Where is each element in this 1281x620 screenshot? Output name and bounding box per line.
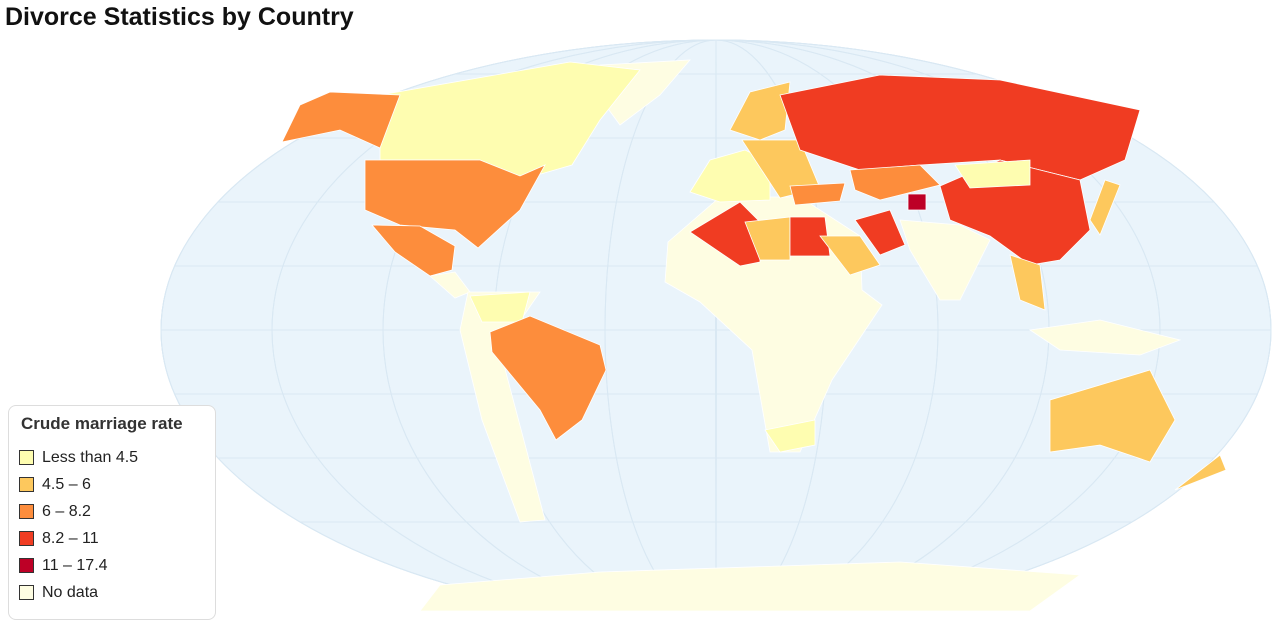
- legend-label: 6 – 8.2: [42, 502, 91, 520]
- kazakhstan: [849, 164, 941, 201]
- legend-swatch: [19, 558, 34, 573]
- south-america: [459, 291, 546, 523]
- legend-swatch: [19, 504, 34, 519]
- legend-item[interactable]: No data: [19, 579, 205, 606]
- legend-label: 4.5 – 6: [42, 475, 91, 493]
- legend-label: 8.2 – 11: [42, 529, 99, 547]
- new-zealand: [1174, 454, 1227, 491]
- legend-swatch: [19, 585, 34, 600]
- legend-item[interactable]: 6 – 8.2: [19, 498, 205, 525]
- indonesia: [1028, 319, 1182, 356]
- tajikistan: [907, 193, 927, 211]
- japan: [1089, 179, 1121, 236]
- southeast-asia: [1009, 254, 1046, 311]
- countries: [281, 59, 1227, 611]
- legend-swatch: [19, 450, 34, 465]
- australia: [1049, 369, 1176, 463]
- legend-label: Less than 4.5: [42, 448, 139, 466]
- legend-item[interactable]: 8.2 – 11: [19, 525, 205, 552]
- india: [899, 219, 991, 301]
- meridian: [715, 39, 717, 611]
- legend-swatch: [19, 531, 34, 546]
- mongolia: [954, 159, 1031, 189]
- legend-item[interactable]: Less than 4.5: [19, 444, 205, 471]
- turkey: [789, 182, 846, 206]
- legend-item[interactable]: 4.5 – 6: [19, 471, 205, 498]
- legend-swatch: [19, 477, 34, 492]
- legend-label: No data: [42, 583, 99, 601]
- libya: [744, 216, 791, 261]
- legend-title: Crude marriage rate: [21, 414, 183, 433]
- title: Divorce Statistics by Country: [5, 3, 354, 31]
- mexico: [371, 224, 456, 277]
- iran: [854, 209, 906, 256]
- alaska: [281, 91, 401, 149]
- antarctica: [419, 561, 1082, 611]
- legend: Crude marriage rate Less than 4.5 4.5 – 6…: [8, 405, 216, 620]
- legend-item[interactable]: 11 – 17.4: [19, 552, 205, 579]
- legend-items: Less than 4.5 4.5 – 6 6 – 8.2 8.2 – 11 11 – …: [19, 444, 205, 606]
- egypt: [789, 216, 831, 257]
- brazil: [489, 315, 607, 441]
- legend-label: 11 – 17.4: [42, 556, 108, 574]
- south-africa: [764, 419, 816, 453]
- saudi-arabia: [819, 235, 881, 276]
- usa: [364, 159, 546, 249]
